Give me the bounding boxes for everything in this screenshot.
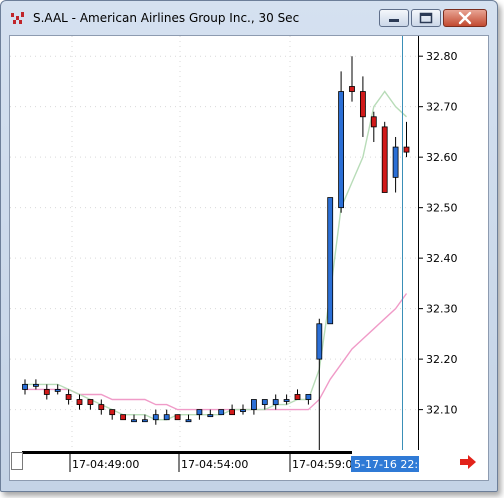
candle bbox=[163, 409, 170, 421]
candle bbox=[250, 399, 257, 415]
minimize-icon bbox=[389, 19, 399, 22]
candle bbox=[370, 111, 377, 143]
time-tick-label: 17-04:54:00 bbox=[181, 458, 248, 471]
app-chart-icon bbox=[11, 12, 24, 24]
candle bbox=[316, 318, 323, 450]
price-tick-label: 32.70 bbox=[426, 101, 458, 114]
window-title: S.AAL - American Airlines Group Inc., 30… bbox=[33, 11, 300, 25]
candle bbox=[76, 394, 83, 410]
candle bbox=[141, 414, 148, 423]
maximize-button[interactable] bbox=[411, 9, 441, 27]
candles bbox=[22, 56, 410, 450]
candle bbox=[174, 414, 181, 421]
scroll-right-arrow-icon[interactable] bbox=[460, 455, 476, 469]
scroll-box[interactable] bbox=[11, 452, 23, 470]
candle bbox=[403, 121, 410, 158]
cursor-time-label: 5-17-16 22:34:00 bbox=[354, 458, 450, 471]
price-tick-label: 32.80 bbox=[426, 50, 458, 63]
price-tick-label: 32.30 bbox=[426, 303, 458, 316]
candle bbox=[207, 409, 214, 418]
candle bbox=[87, 399, 94, 410]
candle bbox=[392, 136, 399, 193]
minimize-button[interactable] bbox=[379, 9, 409, 27]
cursor-time-badge bbox=[351, 456, 419, 472]
price-tick-label: 32.50 bbox=[426, 202, 458, 215]
candle bbox=[43, 384, 50, 400]
grid-lines bbox=[10, 36, 418, 450]
candle bbox=[109, 409, 116, 420]
candle bbox=[349, 56, 355, 102]
chart-window: S.AAL - American Airlines Group Inc., 30… bbox=[0, 0, 498, 492]
close-button[interactable] bbox=[443, 9, 487, 27]
close-icon bbox=[458, 11, 472, 25]
price-tick-label: 32.60 bbox=[426, 151, 458, 164]
candle bbox=[131, 414, 137, 423]
price-axis: 32.80 32.70 32.60 32.50 32.40 32.30 32.20 32.10 bbox=[418, 50, 458, 417]
candle bbox=[229, 404, 236, 416]
maximize-icon bbox=[419, 12, 433, 24]
candle bbox=[152, 409, 159, 425]
candle bbox=[240, 404, 246, 415]
candle bbox=[381, 121, 388, 193]
plot-background bbox=[10, 36, 418, 450]
candle bbox=[261, 399, 268, 410]
candle bbox=[98, 399, 105, 415]
candle bbox=[338, 71, 345, 213]
candle bbox=[283, 394, 290, 405]
candle bbox=[54, 384, 61, 395]
time-tick-label: 17-04:59:00 bbox=[292, 458, 359, 471]
chart-area[interactable]: 32.80 32.70 32.60 32.50 32.40 32.30 32.20 32.10… bbox=[9, 35, 489, 481]
price-tick-label: 32.20 bbox=[426, 353, 458, 366]
price-tick-label: 32.10 bbox=[426, 404, 458, 417]
candle bbox=[294, 389, 301, 400]
candle bbox=[359, 76, 366, 137]
candle bbox=[185, 414, 192, 423]
candle bbox=[32, 379, 39, 390]
candle bbox=[272, 394, 279, 410]
time-tick-label: 17-04:49:00 bbox=[72, 458, 139, 471]
time-axis: 17-04:49:00 17-04:54:00 17-04:59:00 5-17-1… bbox=[10, 450, 488, 480]
candle bbox=[65, 389, 72, 405]
price-tick-label: 32.40 bbox=[426, 252, 458, 265]
candle bbox=[305, 394, 312, 405]
candle bbox=[196, 409, 203, 420]
candle bbox=[218, 409, 225, 416]
candle bbox=[120, 414, 126, 421]
title-bar[interactable]: S.AAL - American Airlines Group Inc., 30… bbox=[1, 1, 497, 35]
ma-slow-line bbox=[25, 293, 408, 411]
candle bbox=[22, 379, 28, 395]
candle bbox=[327, 197, 334, 325]
candlestick-chart[interactable]: 32.80 32.70 32.60 32.50 32.40 32.30 32.20 32.10… bbox=[10, 36, 488, 480]
